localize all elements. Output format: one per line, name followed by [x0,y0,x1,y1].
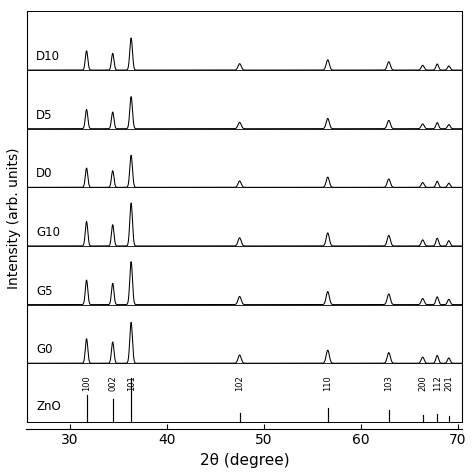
Text: 101: 101 [127,376,136,391]
Text: D5: D5 [36,109,53,122]
Text: 200: 200 [418,376,427,391]
Text: 103: 103 [384,376,393,391]
X-axis label: 2θ (degree): 2θ (degree) [200,453,289,468]
Y-axis label: Intensity (arb. units): Intensity (arb. units) [7,147,21,288]
Text: 110: 110 [323,376,332,391]
Text: D0: D0 [36,167,53,180]
Text: 100: 100 [82,376,91,391]
Text: 102: 102 [235,376,244,391]
Text: G5: G5 [36,285,53,297]
Text: 112: 112 [433,376,442,391]
Text: 002: 002 [108,376,117,391]
Text: 201: 201 [444,376,453,391]
Text: ZnO: ZnO [36,400,61,413]
Text: D10: D10 [36,50,60,63]
Text: G0: G0 [36,343,53,356]
Text: G10: G10 [36,226,60,239]
